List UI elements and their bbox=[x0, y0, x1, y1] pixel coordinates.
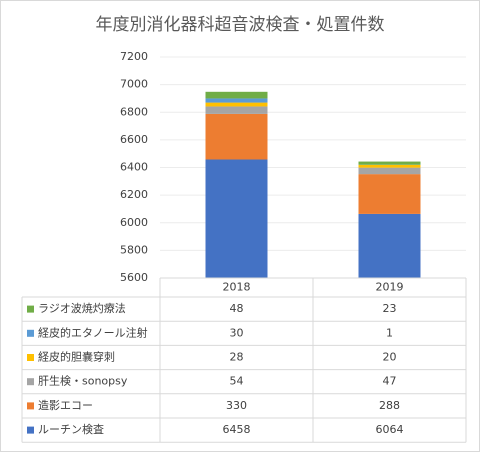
bar-segment bbox=[205, 102, 268, 107]
legend-key bbox=[27, 329, 34, 337]
table-value: 20 bbox=[383, 351, 397, 364]
y-tick-label: 6600 bbox=[120, 133, 148, 146]
bar-segment bbox=[358, 213, 421, 278]
table-value: 288 bbox=[379, 399, 400, 412]
y-tick-label: 5800 bbox=[120, 243, 148, 256]
bar-segment bbox=[205, 91, 268, 99]
x-tick-label: 2018 bbox=[223, 281, 251, 294]
legend-key bbox=[27, 305, 34, 313]
table-value: 54 bbox=[230, 375, 244, 388]
y-tick-label: 6800 bbox=[120, 105, 148, 118]
bar-segment bbox=[205, 106, 268, 114]
y-tick-label: 7000 bbox=[120, 78, 148, 91]
y-tick-label: 6200 bbox=[120, 188, 148, 201]
bar-segment bbox=[205, 113, 268, 160]
legend-label: ラジオ波焼灼療法 bbox=[38, 301, 126, 315]
bar-segment bbox=[205, 98, 268, 103]
legend-label: 造影エコー bbox=[38, 398, 93, 412]
y-tick-label: 6400 bbox=[120, 161, 148, 174]
chart-title: 年度別消化器科超音波検査・処置件数 bbox=[96, 15, 385, 35]
table-value: 1 bbox=[386, 326, 393, 339]
legend-key bbox=[27, 426, 34, 434]
legend-key bbox=[27, 378, 34, 386]
table-value: 47 bbox=[383, 375, 397, 388]
table-value: 23 bbox=[383, 302, 397, 315]
bar-segment bbox=[358, 161, 421, 165]
x-tick-label: 2019 bbox=[376, 281, 404, 294]
legend-label: 肝生検・sonopsy bbox=[38, 374, 128, 388]
bar-segment bbox=[205, 159, 268, 278]
y-tick-label: 5600 bbox=[120, 271, 148, 284]
bar-segment bbox=[358, 174, 421, 214]
bar-segment bbox=[358, 164, 421, 168]
legend-key bbox=[27, 354, 34, 361]
table-value: 6064 bbox=[376, 423, 404, 436]
table-value: 48 bbox=[230, 302, 244, 315]
table-value: 330 bbox=[226, 399, 247, 412]
legend-label: ルーチン検査 bbox=[38, 422, 104, 436]
table-value: 30 bbox=[230, 326, 244, 339]
bar-segment bbox=[358, 167, 421, 175]
y-tick-label: 7200 bbox=[120, 50, 148, 63]
y-tick-label: 6000 bbox=[120, 216, 148, 229]
legend-label: 経皮的胆嚢穿刺 bbox=[38, 350, 115, 364]
legend-label: 経皮的エタノール注射 bbox=[38, 325, 148, 339]
table-value: 28 bbox=[230, 351, 244, 364]
table-value: 6458 bbox=[223, 423, 251, 436]
legend-key bbox=[27, 402, 34, 410]
